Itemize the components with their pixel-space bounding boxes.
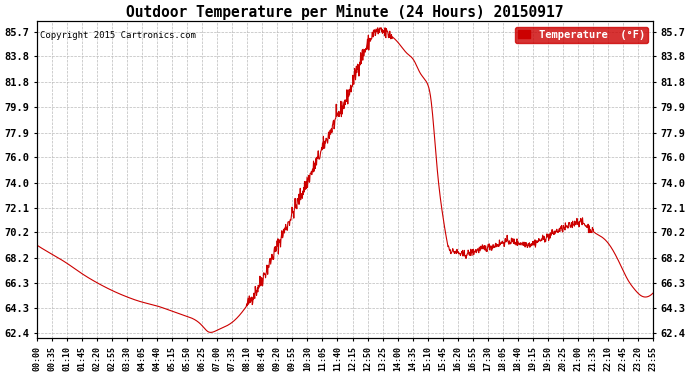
Title: Outdoor Temperature per Minute (24 Hours) 20150917: Outdoor Temperature per Minute (24 Hours…: [126, 4, 564, 20]
Text: Copyright 2015 Cartronics.com: Copyright 2015 Cartronics.com: [40, 31, 196, 40]
Legend: Temperature  (°F): Temperature (°F): [515, 27, 648, 43]
